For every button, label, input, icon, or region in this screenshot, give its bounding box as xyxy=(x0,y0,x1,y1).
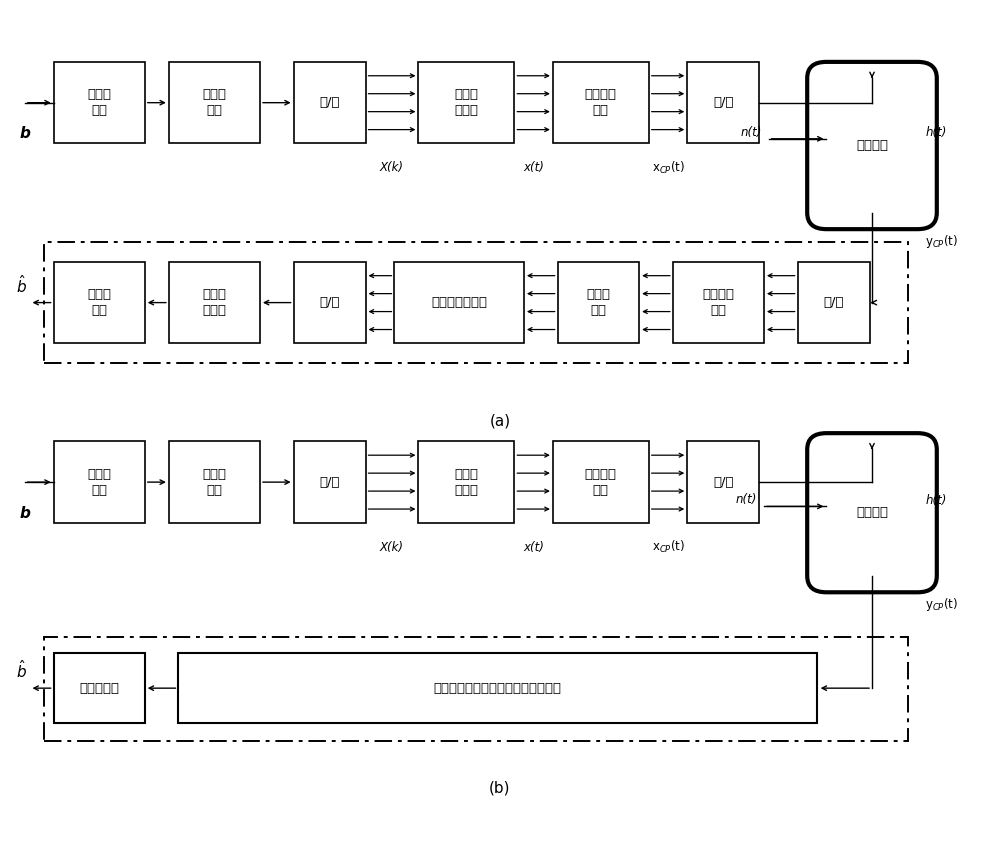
Text: 二进制
输入: 二进制 输入 xyxy=(87,88,111,117)
FancyBboxPatch shape xyxy=(178,654,817,722)
Text: h(t): h(t) xyxy=(925,126,947,139)
Text: x$_{CP}$(t): x$_{CP}$(t) xyxy=(652,160,684,176)
FancyBboxPatch shape xyxy=(54,441,145,523)
Text: 并/串: 并/串 xyxy=(713,96,733,109)
FancyBboxPatch shape xyxy=(807,62,937,230)
FancyBboxPatch shape xyxy=(294,262,366,343)
FancyBboxPatch shape xyxy=(54,62,145,144)
Text: $\hat{b}$: $\hat{b}$ xyxy=(16,274,27,296)
Text: 傅里叶
逆变换: 傅里叶 逆变换 xyxy=(454,468,478,496)
Text: x(t): x(t) xyxy=(523,541,544,554)
Text: 傅里叶
变换: 傅里叶 变换 xyxy=(586,288,610,317)
Text: 并/串: 并/串 xyxy=(319,296,340,309)
FancyBboxPatch shape xyxy=(394,262,524,343)
FancyBboxPatch shape xyxy=(687,62,759,144)
FancyBboxPatch shape xyxy=(807,434,937,592)
Text: b: b xyxy=(20,506,31,521)
Text: 傅里叶
逆变换: 傅里叶 逆变换 xyxy=(454,88,478,117)
Text: h(t): h(t) xyxy=(925,494,947,507)
FancyBboxPatch shape xyxy=(418,441,514,523)
Text: 串/并: 串/并 xyxy=(319,96,340,109)
Text: 串/并: 串/并 xyxy=(823,296,844,309)
FancyBboxPatch shape xyxy=(687,441,759,523)
FancyBboxPatch shape xyxy=(553,441,649,523)
FancyBboxPatch shape xyxy=(169,441,260,523)
Text: 星座图
映射: 星座图 映射 xyxy=(202,468,226,496)
Text: (b): (b) xyxy=(489,780,511,796)
Text: x$_{CP}$(t): x$_{CP}$(t) xyxy=(652,540,684,555)
Text: n(t): n(t) xyxy=(736,493,757,507)
Text: X(k): X(k) xyxy=(380,162,404,174)
Text: 信道估计与均衡: 信道估计与均衡 xyxy=(431,296,487,309)
FancyBboxPatch shape xyxy=(169,262,260,343)
FancyBboxPatch shape xyxy=(294,441,366,523)
FancyBboxPatch shape xyxy=(798,262,870,343)
Text: 并/串: 并/串 xyxy=(713,476,733,489)
FancyBboxPatch shape xyxy=(558,262,639,343)
Text: b: b xyxy=(20,126,31,141)
Text: X(k): X(k) xyxy=(380,541,404,554)
Text: 水声信道: 水声信道 xyxy=(856,139,888,152)
Text: (a): (a) xyxy=(489,413,511,428)
FancyBboxPatch shape xyxy=(673,262,764,343)
Text: 水声信道: 水声信道 xyxy=(856,507,888,519)
FancyBboxPatch shape xyxy=(294,62,366,144)
Text: 插入循环
前缀: 插入循环 前缀 xyxy=(585,88,617,117)
FancyBboxPatch shape xyxy=(169,62,260,144)
Text: 星座图
映射: 星座图 映射 xyxy=(202,88,226,117)
Text: $\hat{b}$: $\hat{b}$ xyxy=(16,660,27,681)
Text: 星座图
解映射: 星座图 解映射 xyxy=(202,288,226,317)
FancyBboxPatch shape xyxy=(418,62,514,144)
Text: 二进制输出: 二进制输出 xyxy=(79,682,119,694)
Text: y$_{CP}$(t): y$_{CP}$(t) xyxy=(925,233,958,250)
Text: n(t): n(t) xyxy=(741,126,762,139)
Text: x(t): x(t) xyxy=(523,162,544,174)
FancyBboxPatch shape xyxy=(54,654,145,722)
Text: 时间反转一批归一化一卷积神经网络: 时间反转一批归一化一卷积神经网络 xyxy=(434,682,562,694)
Text: 插入循环
前缀: 插入循环 前缀 xyxy=(585,468,617,496)
Text: 二进制
输入: 二进制 输入 xyxy=(87,468,111,496)
Text: y$_{CP}$(t): y$_{CP}$(t) xyxy=(925,596,958,613)
FancyBboxPatch shape xyxy=(553,62,649,144)
FancyBboxPatch shape xyxy=(54,262,145,343)
Text: 移除循环
前缀: 移除循环 前缀 xyxy=(702,288,734,317)
Text: 二进制
输出: 二进制 输出 xyxy=(87,288,111,317)
Text: 串/并: 串/并 xyxy=(319,476,340,489)
